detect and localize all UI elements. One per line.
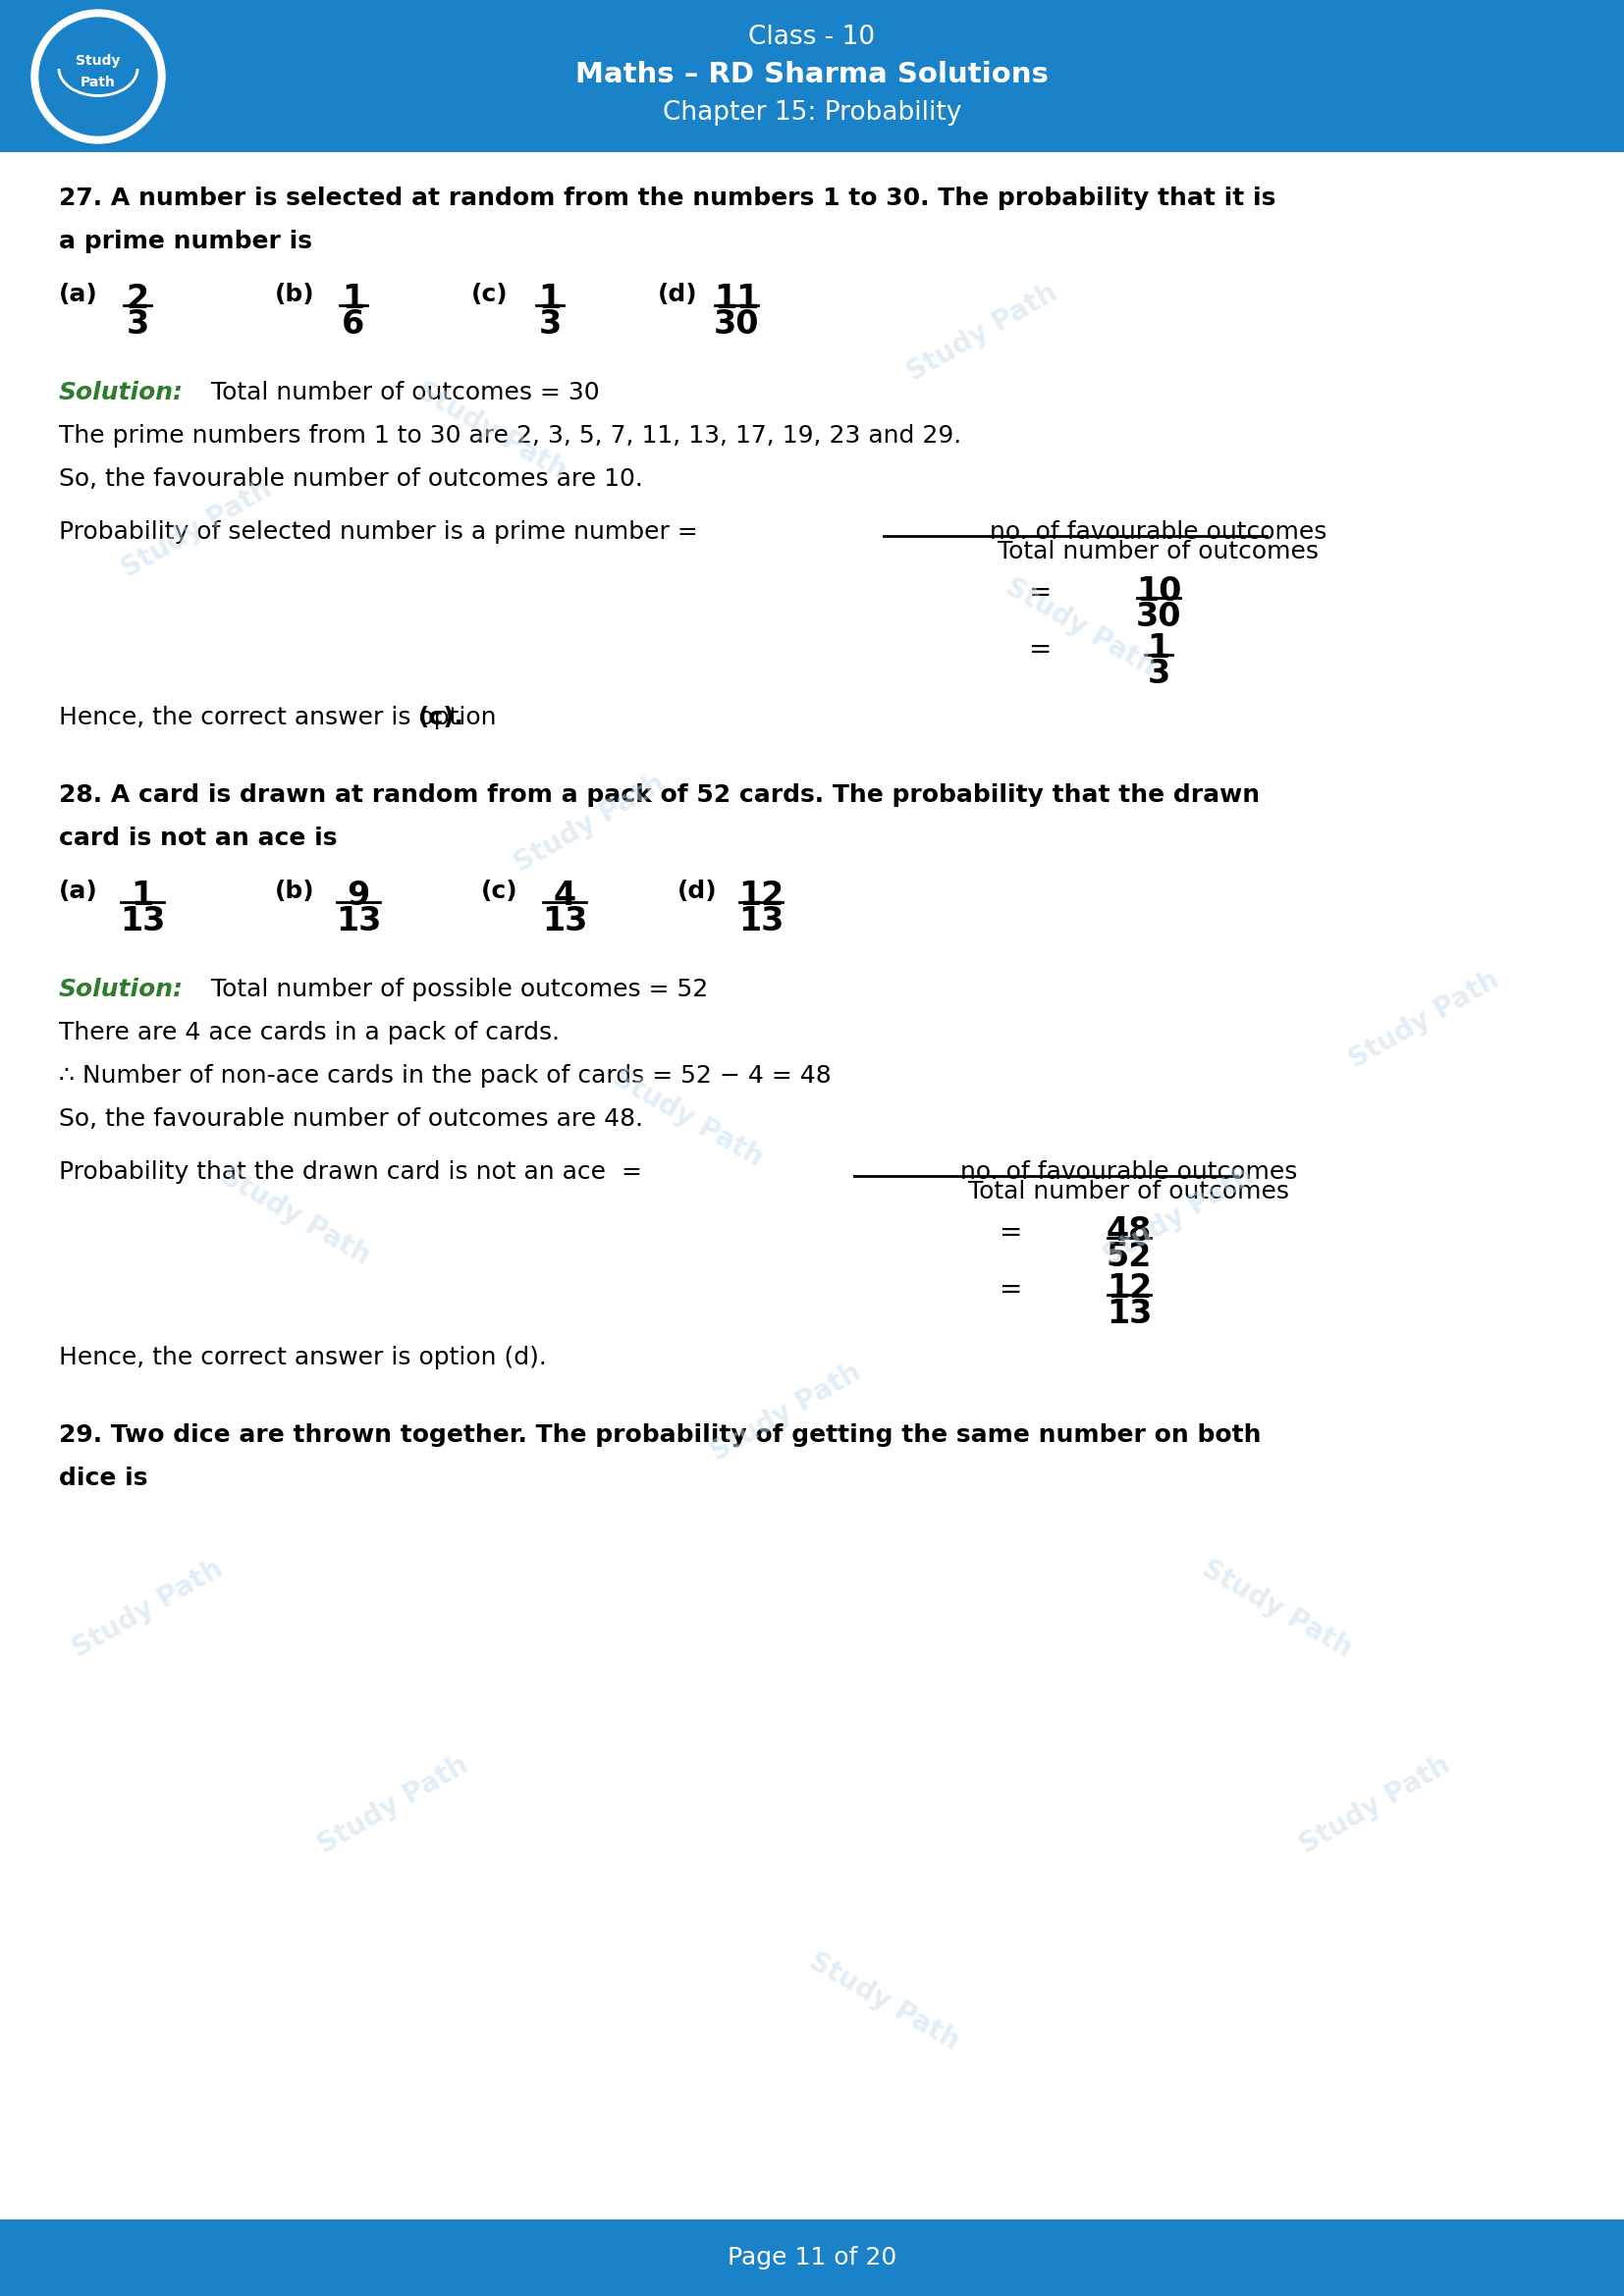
Text: (b): (b) (274, 282, 315, 305)
Text: Solution:: Solution: (58, 381, 184, 404)
Text: 28. A card is drawn at random from a pack of 52 cards. The probability that the : 28. A card is drawn at random from a pac… (58, 783, 1260, 806)
Text: Study Path: Study Path (1294, 1752, 1455, 1860)
Text: card is not an ace is: card is not an ace is (58, 827, 338, 850)
Text: (c): (c) (471, 282, 508, 305)
Text: =: = (1000, 1277, 1023, 1304)
Text: Study Path: Study Path (607, 1063, 767, 1173)
Text: (a): (a) (58, 879, 97, 902)
Text: (c): (c) (481, 879, 518, 902)
Text: Total number of outcomes: Total number of outcomes (999, 540, 1319, 565)
Text: (b): (b) (274, 879, 315, 902)
Text: (d): (d) (677, 879, 718, 902)
Text: Study Path: Study Path (313, 1752, 473, 1860)
Text: 30: 30 (1135, 602, 1181, 634)
Text: 1: 1 (1147, 631, 1169, 664)
Text: 13: 13 (542, 905, 588, 937)
Text: Total number of outcomes: Total number of outcomes (968, 1180, 1289, 1203)
Text: no. of favourable outcomes: no. of favourable outcomes (960, 1159, 1298, 1182)
Text: ∴ Number of non-ace cards in the pack of cards = 52 − 4 = 48: ∴ Number of non-ace cards in the pack of… (58, 1063, 831, 1088)
Text: (d): (d) (658, 282, 698, 305)
Text: dice is: dice is (58, 1467, 148, 1490)
Text: (a): (a) (58, 282, 97, 305)
Text: Page 11 of 20: Page 11 of 20 (728, 2245, 896, 2268)
Text: =: = (1000, 1219, 1023, 1247)
Text: 13: 13 (336, 905, 382, 937)
Text: 3: 3 (539, 308, 562, 340)
Text: Total number of possible outcomes = 52: Total number of possible outcomes = 52 (211, 978, 708, 1001)
Text: Total number of outcomes = 30: Total number of outcomes = 30 (211, 381, 599, 404)
Text: Study Path: Study Path (705, 1359, 866, 1467)
Text: 13: 13 (1106, 1297, 1151, 1329)
Text: Study Path: Study Path (117, 475, 276, 583)
Text: 1: 1 (132, 879, 154, 912)
Text: Solution:: Solution: (58, 978, 184, 1001)
Text: 4: 4 (554, 879, 577, 912)
Text: 27. A number is selected at random from the numbers 1 to 30. The probability tha: 27. A number is selected at random from … (58, 186, 1276, 209)
Text: 12: 12 (1106, 1272, 1151, 1304)
Text: 10: 10 (1135, 576, 1181, 608)
Text: 2: 2 (127, 282, 149, 315)
Text: 52: 52 (1106, 1240, 1151, 1272)
Text: Probability of selected number is a prime number =: Probability of selected number is a prim… (58, 521, 698, 544)
Text: 11: 11 (713, 282, 758, 315)
Text: 1: 1 (343, 282, 365, 315)
Text: 13: 13 (120, 905, 166, 937)
Text: Chapter 15: Probability: Chapter 15: Probability (663, 101, 961, 126)
Text: Study Path: Study Path (1197, 1554, 1356, 1662)
Text: Probability that the drawn card is not an ace  =: Probability that the drawn card is not a… (58, 1159, 641, 1182)
Text: Study: Study (76, 55, 120, 67)
Text: Maths – RD Sharma Solutions: Maths – RD Sharma Solutions (575, 62, 1049, 87)
Text: a prime number is: a prime number is (58, 230, 312, 253)
Text: Study Path: Study Path (1343, 967, 1504, 1075)
Text: 3: 3 (127, 308, 149, 340)
Text: Study Path: Study Path (804, 1947, 963, 2055)
Text: Study Path: Study Path (214, 1162, 375, 1270)
Text: 3: 3 (1147, 657, 1169, 689)
Text: So, the favourable number of outcomes are 10.: So, the favourable number of outcomes ar… (58, 466, 643, 491)
Text: 6: 6 (343, 308, 365, 340)
Text: 13: 13 (739, 905, 784, 937)
Text: =: = (1030, 579, 1052, 606)
Text: no. of favourable outcomes: no. of favourable outcomes (991, 521, 1327, 544)
Text: Path: Path (81, 76, 115, 90)
Text: There are 4 ace cards in a pack of cards.: There are 4 ace cards in a pack of cards… (58, 1019, 560, 1045)
Text: Study Path: Study Path (411, 377, 572, 484)
Text: Study Path: Study Path (1000, 574, 1160, 682)
Text: 48: 48 (1106, 1215, 1151, 1247)
Text: So, the favourable number of outcomes are 48.: So, the favourable number of outcomes ar… (58, 1107, 643, 1130)
Text: Hence, the correct answer is option: Hence, the correct answer is option (58, 705, 503, 730)
Circle shape (31, 9, 166, 142)
Text: 1: 1 (539, 282, 562, 315)
Text: 9: 9 (348, 879, 370, 912)
Circle shape (39, 18, 158, 135)
Text: The prime numbers from 1 to 30 are 2, 3, 5, 7, 11, 13, 17, 19, 23 and 29.: The prime numbers from 1 to 30 are 2, 3,… (58, 425, 961, 448)
Text: Hence, the correct answer is option (d).: Hence, the correct answer is option (d). (58, 1345, 547, 1368)
Text: =: = (1030, 636, 1052, 664)
Bar (0, 0, 1624, 152)
Text: Study Path: Study Path (510, 769, 669, 877)
Text: (c).: (c). (419, 705, 464, 730)
Bar (0, 2220, 1624, 2296)
Text: 29. Two dice are thrown together. The probability of getting the same number on : 29. Two dice are thrown together. The pr… (58, 1424, 1262, 1446)
Text: 12: 12 (739, 879, 784, 912)
Text: Class - 10: Class - 10 (749, 25, 875, 51)
Text: Study Path: Study Path (901, 278, 1062, 386)
Text: 30: 30 (713, 308, 760, 340)
Text: Study Path: Study Path (67, 1554, 227, 1662)
Text: Study Path: Study Path (1098, 1162, 1259, 1270)
